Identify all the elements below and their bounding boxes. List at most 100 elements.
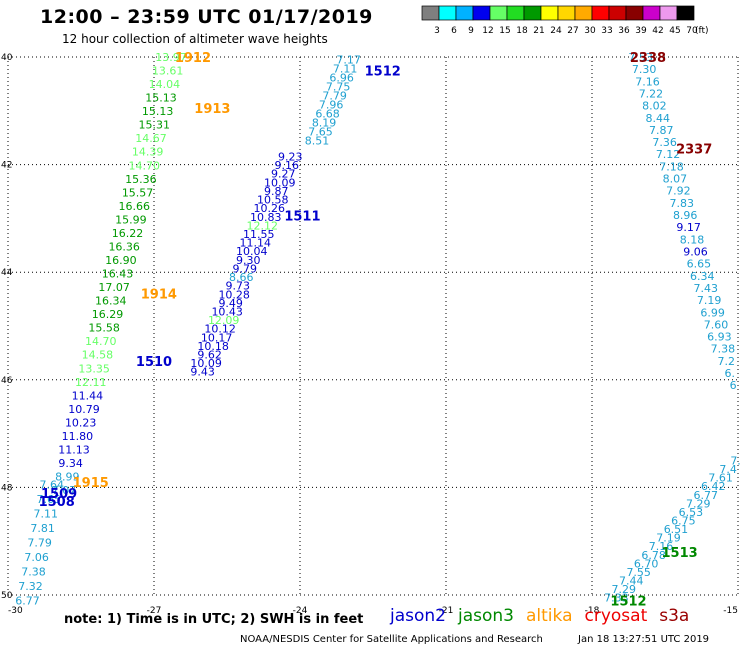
legend-color-swatch: [506, 5, 525, 21]
wave-height-value: 7.87: [649, 124, 674, 137]
wave-height-value: 9.17: [676, 221, 701, 234]
wave-height-value: 10.17: [201, 331, 233, 344]
wave-height-value: 10.12: [204, 323, 236, 336]
legend-bin-label: 45: [669, 26, 680, 36]
longitude-tick-label: -15: [723, 606, 738, 616]
latitude-tick-label: 40: [1, 53, 13, 63]
longitude-tick-label: -21: [439, 606, 454, 616]
wave-height-value: 14.39: [132, 146, 164, 159]
pass-number-label: 1513: [662, 546, 698, 561]
legend-color-swatch: [455, 5, 474, 21]
wave-height-value: 8.02: [642, 100, 667, 113]
longitude-tick-label: -24: [293, 606, 308, 616]
wave-height-value: 6.65: [687, 258, 712, 271]
legend-bin-label: 3: [434, 26, 440, 36]
legend-bin-label: 12: [482, 26, 493, 36]
wave-height-value: 7.17: [336, 54, 361, 67]
wave-height-value: 9.73: [225, 280, 250, 293]
legend-color-swatch: [642, 5, 661, 21]
wave-height-value: 6.: [724, 367, 735, 380]
wave-height-value: 14.58: [82, 349, 114, 362]
legend-color-swatch: [438, 5, 457, 21]
wave-height-value: 8.07: [663, 173, 688, 186]
wave-height-value: 6.42: [701, 480, 726, 493]
wave-height-value: 11.13: [58, 443, 90, 456]
wave-height-value: 9.79: [232, 262, 257, 275]
wave-height-value: 10.23: [65, 416, 97, 429]
wave-height-value: 8.18: [680, 233, 705, 246]
wave-height-value: 6.78: [641, 549, 666, 562]
pass-number-label: 1512: [610, 594, 646, 609]
wave-height-value: 9.49: [218, 297, 243, 310]
latitude-tick-label: 48: [1, 483, 13, 493]
wave-height-value: 11.80: [62, 430, 94, 443]
legend-bin-label: 18: [516, 26, 528, 36]
s3a-2338-2337-track: 7.537.307.167.228.028.447.877.367.127.18…: [628, 51, 736, 392]
jason3-1513-1512-track: 7.7.47.616.426.777.296.536.756.517.197.1…: [604, 455, 740, 605]
wave-height-value: 10.43: [211, 305, 243, 318]
wave-height-value: 7.29: [686, 497, 711, 510]
wave-height-value: 15.13: [142, 105, 174, 118]
green-track: 13.9713.6114.0415.1315.1315.3114.6714.39…: [52, 51, 187, 497]
wave-height-value: 7.18: [659, 160, 684, 173]
pass-number-label: 1915: [73, 476, 109, 491]
wave-height-value: 7.79: [322, 90, 347, 103]
wave-height-value: 14.67: [135, 132, 167, 145]
legend-color-swatch: [591, 5, 610, 21]
wave-height-value: 7.22: [639, 87, 664, 100]
wave-height-value: 6: [730, 379, 737, 392]
wave-height-value: 6.93: [707, 331, 732, 344]
page-title: 12:00 – 23:59 UTC 01/17/2019: [40, 6, 373, 28]
wave-height-value: 7.29: [612, 583, 637, 596]
legend-bin-label: 36: [618, 26, 630, 36]
wave-height-value: 10.09: [264, 176, 296, 189]
wave-height-value: 14.70: [129, 159, 161, 172]
wave-height-value: 13.35: [78, 362, 110, 375]
pass-number-label: 1510: [136, 355, 172, 370]
wave-height-value: 7.44: [619, 575, 644, 588]
credit-text: NOAA/NESDIS Center for Satellite Applica…: [240, 634, 543, 645]
legend-bin-label: 6: [451, 26, 457, 36]
wave-height-value: 10.58: [257, 194, 289, 207]
wave-height-value: 9.30: [236, 254, 261, 267]
wave-height-value: 8.44: [646, 112, 671, 125]
wave-height-value: 10.18: [197, 340, 229, 353]
wave-height-value: 6.68: [315, 107, 340, 120]
legend-bin-label: 70: [686, 26, 698, 36]
wave-height-value: 10.79: [68, 403, 100, 416]
wave-height-value: 11.44: [72, 389, 104, 402]
pass-number-label: 1509: [41, 487, 77, 502]
wave-height-value: 16.90: [105, 254, 137, 267]
wave-height-value: 16.34: [95, 295, 127, 308]
wave-height-value: 7.53: [628, 51, 653, 64]
wave-height-value: 7.12: [656, 148, 681, 161]
wave-height-value: 7.43: [693, 282, 718, 295]
wave-height-value: 6.75: [671, 515, 696, 528]
wave-height-value: 17.07: [98, 281, 130, 294]
legend-color-swatch: [523, 5, 542, 21]
wave-height-value: 7.11: [333, 63, 358, 76]
wave-height-value: 16.22: [112, 227, 144, 240]
legend-bin-label: 21: [533, 26, 544, 36]
wave-height-value: 7.07: [52, 484, 77, 497]
wave-height-value: 12.11: [75, 376, 107, 389]
legend-bin-label: 39: [635, 26, 647, 36]
wave-height-value: 16.43: [102, 268, 134, 281]
wave-height-value: 6.96: [329, 72, 354, 85]
wave-height-value: 9.43: [190, 366, 215, 379]
wave-height-value: 6.34: [690, 270, 715, 283]
axis-tick-labels: -30 -27 -24 -21 -18 -15 40 42 44 46 48 50: [1, 53, 738, 616]
wave-height-value: 15.31: [139, 119, 171, 132]
legend-bin-label: 27: [567, 26, 578, 36]
legend-bin-label: 15: [499, 26, 510, 36]
legend-color-swatch: [472, 5, 491, 21]
wave-height-value: 7.30: [632, 63, 657, 76]
legend-bin-label: 24: [550, 26, 562, 36]
wave-height-value: 7.75: [326, 81, 351, 94]
wave-height-value: 8.19: [312, 116, 337, 129]
wave-height-value: 15.58: [88, 322, 120, 335]
wave-height-value: 16.66: [118, 200, 150, 213]
pass-number-label: 1508: [39, 495, 75, 510]
wave-height-value: 7.55: [626, 566, 651, 579]
